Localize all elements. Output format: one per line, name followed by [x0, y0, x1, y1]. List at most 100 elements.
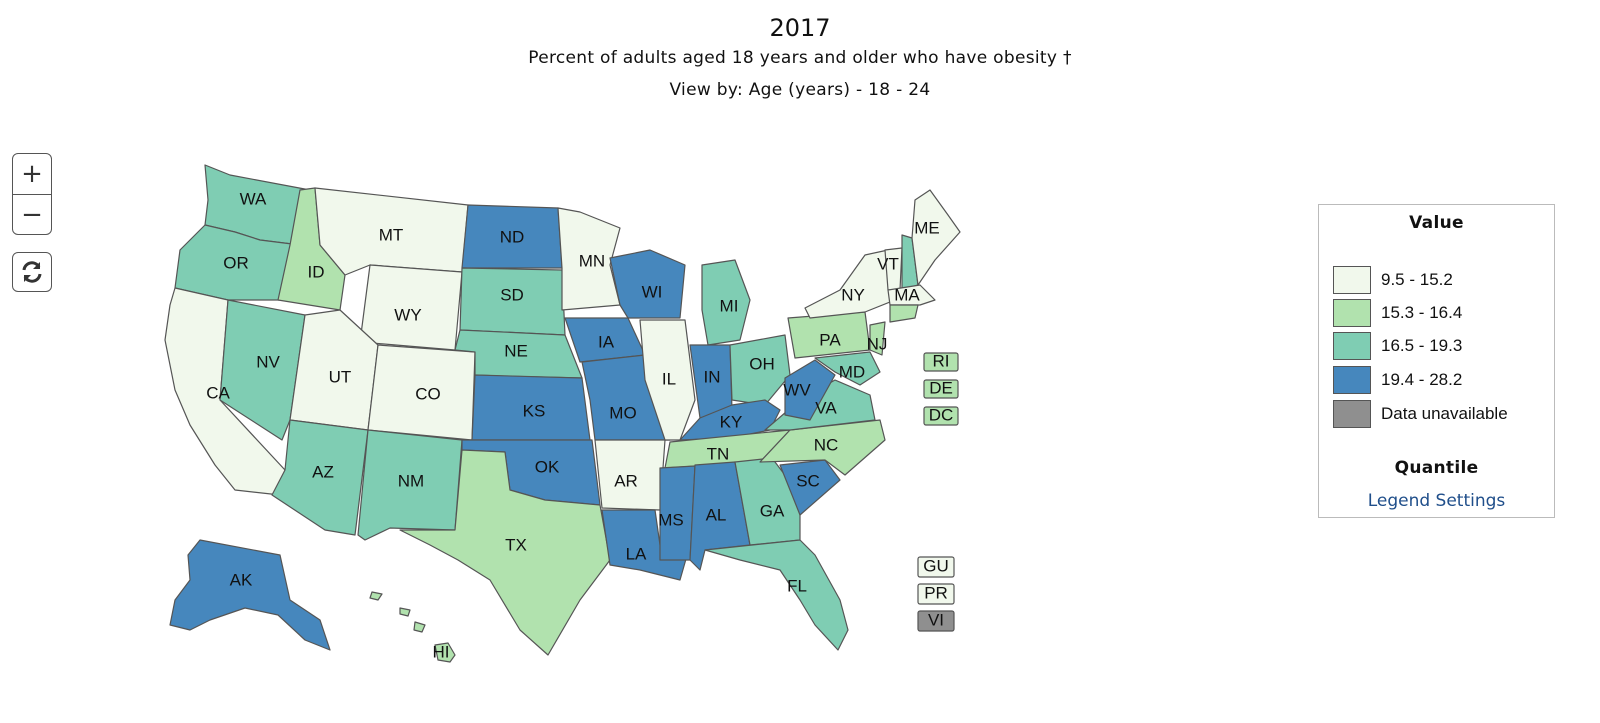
label-ME: ME — [914, 218, 940, 237]
legend-method: Quantile — [1394, 458, 1479, 478]
label-NJ: NJ — [867, 334, 888, 353]
label-SC: SC — [796, 471, 820, 490]
label-FL: FL — [787, 576, 807, 595]
label-VA: VA — [815, 398, 837, 417]
label-WI: WI — [642, 282, 663, 301]
zoom-control: + − — [12, 153, 52, 235]
legend-swatch-4 — [1333, 366, 1371, 394]
label-AL: AL — [706, 505, 727, 524]
legend-row-1: 9.5 - 15.2 — [1333, 266, 1453, 294]
label-ND: ND — [500, 227, 525, 246]
state-WV[interactable] — [784, 359, 836, 421]
label-ID: ID — [308, 262, 325, 281]
state-NV[interactable] — [219, 299, 306, 441]
label-VT: VT — [877, 254, 899, 273]
label-AR: AR — [614, 471, 638, 490]
label-NE: NE — [504, 341, 528, 360]
legend-swatch-5 — [1333, 400, 1371, 428]
hawaii-island-small-2 — [413, 621, 426, 633]
label-HI: HI — [433, 642, 450, 661]
map-legend: Value 9.5 - 15.2 15.3 - 16.4 16.5 - 19.3… — [1318, 204, 1555, 518]
territory-box-VI[interactable] — [917, 610, 955, 632]
label-AZ: AZ — [312, 462, 334, 481]
state-FL[interactable] — [704, 539, 849, 651]
label-NV: NV — [256, 352, 280, 371]
label-RI: RI — [933, 351, 950, 370]
legend-swatch-2 — [1333, 299, 1371, 327]
label-IL: IL — [662, 369, 676, 388]
territory-box-DC[interactable] — [923, 406, 959, 426]
label-IA: IA — [598, 332, 615, 351]
label-WY: WY — [394, 305, 421, 324]
legend-label-1: 9.5 - 15.2 — [1381, 270, 1453, 289]
state-MA[interactable] — [887, 284, 936, 306]
legend-label-4: 19.4 - 28.2 — [1381, 370, 1463, 389]
label-TX: TX — [505, 535, 527, 554]
label-OH: OH — [749, 354, 775, 373]
label-KY: KY — [720, 412, 743, 431]
label-MT: MT — [379, 225, 404, 244]
state-LA[interactable] — [601, 509, 691, 581]
label-VI: VI — [928, 610, 944, 629]
label-NY: NY — [841, 285, 865, 304]
reset-map-button[interactable] — [12, 252, 52, 292]
hawaii-island-small-1 — [399, 607, 411, 617]
label-TN: TN — [707, 444, 730, 463]
label-OK: OK — [535, 457, 560, 476]
territory-box-RI[interactable] — [923, 352, 959, 372]
label-SD: SD — [500, 285, 524, 304]
label-MA: MA — [894, 285, 920, 304]
zoom-out-button[interactable]: − — [13, 194, 51, 235]
legend-row-3: 16.5 - 19.3 — [1333, 332, 1462, 360]
state-SC[interactable] — [779, 459, 841, 516]
label-IN: IN — [704, 367, 721, 386]
label-DC: DC — [929, 405, 954, 424]
label-WA: WA — [240, 189, 267, 208]
zoom-in-button[interactable]: + — [21, 159, 43, 189]
state-MI[interactable] — [701, 259, 751, 346]
label-MN: MN — [579, 251, 605, 270]
state-ME[interactable] — [911, 189, 961, 286]
state-MD[interactable] — [814, 351, 881, 386]
label-PR: PR — [924, 583, 948, 602]
state-OH[interactable] — [729, 334, 791, 406]
state-TX[interactable] — [399, 449, 611, 656]
label-OR: OR — [223, 253, 249, 272]
label-MS: MS — [658, 510, 684, 529]
territory-box-GU[interactable] — [917, 556, 955, 578]
legend-label-3: 16.5 - 19.3 — [1381, 336, 1463, 355]
label-GA: GA — [760, 501, 785, 520]
label-NC: NC — [814, 435, 839, 454]
state-CT[interactable] — [889, 304, 919, 323]
label-LA: LA — [626, 544, 647, 563]
state-HI[interactable] — [434, 642, 456, 663]
view-by-label: View by: Age (years) - 18 - 24 — [669, 80, 931, 100]
state-NJ[interactable] — [869, 321, 886, 356]
label-WV: WV — [783, 380, 811, 399]
legend-row-5: Data unavailable — [1333, 400, 1508, 428]
legend-row-2: 15.3 - 16.4 — [1333, 299, 1462, 327]
label-MO: MO — [609, 403, 636, 422]
legend-label-5: Data unavailable — [1381, 404, 1508, 423]
map-subtitle: Percent of adults aged 18 years and olde… — [528, 48, 1072, 68]
label-KS: KS — [523, 401, 546, 420]
legend-settings-link[interactable]: Legend Settings — [1367, 491, 1506, 511]
state-WI[interactable] — [609, 249, 686, 319]
state-MS[interactable] — [659, 465, 696, 561]
territory-box-DE[interactable] — [923, 379, 959, 399]
refresh-icon — [22, 261, 42, 283]
state-AK[interactable] — [169, 539, 331, 651]
label-UT: UT — [329, 367, 352, 386]
label-DE: DE — [929, 378, 953, 397]
label-NM: NM — [398, 471, 424, 490]
label-CA: CA — [206, 383, 230, 402]
map-year-title: 2017 — [769, 14, 831, 42]
state-MN[interactable] — [557, 207, 621, 311]
label-CO: CO — [415, 384, 441, 403]
label-MI: MI — [720, 296, 739, 315]
legend-label-2: 15.3 - 16.4 — [1381, 303, 1463, 322]
label-GU: GU — [923, 556, 949, 575]
territory-box-PR[interactable] — [917, 583, 955, 605]
legend-swatch-1 — [1333, 266, 1371, 294]
